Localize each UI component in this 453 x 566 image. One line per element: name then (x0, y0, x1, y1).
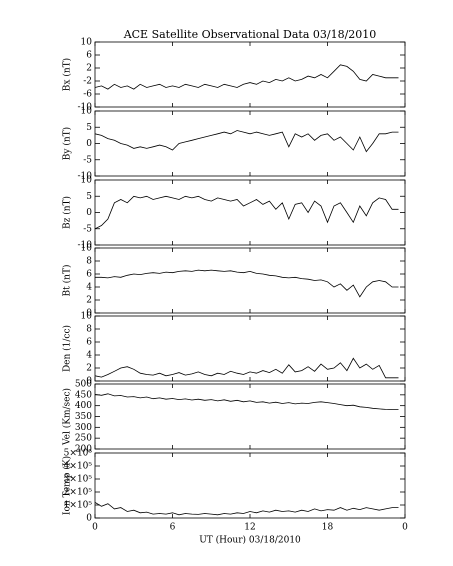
y-tick-label: 4 (86, 351, 92, 361)
y-tick-label: 4×10⁵ (64, 462, 93, 472)
y-tick-label: -5 (83, 224, 92, 234)
y-tick-label: -2 (83, 77, 92, 87)
data-line (94, 502, 399, 516)
chart-title: ACE Satellite Observational Data 03/18/2… (123, 28, 377, 41)
panel-frame (94, 383, 406, 450)
x-tick-label: 0 (402, 523, 408, 533)
data-line (94, 195, 399, 230)
panel-frame (94, 315, 406, 382)
y-tick-label: 0 (86, 377, 92, 387)
y-tick-label: 400 (75, 401, 92, 411)
y-tick-label: -10 (78, 241, 93, 251)
x-axis-label: UT (Hour) 03/18/2010 (199, 535, 301, 546)
y-tick-label: 250 (75, 434, 92, 444)
panel-frame (94, 110, 406, 177)
y-tick-label: 4 (86, 283, 92, 293)
y-tick-label: 0 (86, 139, 92, 149)
y-tick-label: 0 (86, 514, 92, 524)
x-tick-label: 12 (244, 523, 255, 533)
data-line (94, 393, 399, 411)
x-tick-label: 6 (170, 523, 176, 533)
x-tick-label: 0 (92, 523, 98, 533)
y-tick-label: 1×10⁵ (64, 501, 93, 511)
y-tick-label: 350 (75, 412, 92, 422)
panel-frame (94, 179, 406, 246)
y-axis-label: Bz (nT) (62, 196, 73, 229)
y-tick-label: 8 (86, 257, 92, 267)
y-tick-label: -10 (78, 172, 93, 182)
y-tick-label: 0 (86, 309, 92, 319)
y-axis-label: Vel (Km/sec) (62, 388, 73, 446)
y-tick-label: 10 (81, 107, 93, 117)
y-tick-label: 450 (75, 390, 92, 400)
y-tick-label: 8 (86, 325, 92, 335)
y-tick-label: 10 (81, 38, 93, 48)
panel-frame (94, 452, 406, 519)
x-tick-label: 18 (322, 523, 334, 533)
y-tick-label: 10 (81, 176, 93, 186)
y-tick-label: 10 (81, 244, 93, 254)
data-line (94, 64, 399, 90)
data-line (94, 357, 399, 379)
y-tick-label: 10 (81, 312, 93, 322)
y-tick-label: 6 (86, 338, 92, 348)
y-tick-label: 0 (86, 208, 92, 218)
y-tick-label: 200 (75, 445, 92, 455)
y-tick-label: 2 (86, 64, 92, 74)
y-axis-label: Bx (nT) (62, 58, 73, 91)
y-axis-label: By (nT) (62, 127, 73, 160)
panel-frame (94, 41, 406, 108)
y-tick-label: 500 (75, 380, 92, 390)
y-tick-label: 3×10⁵ (64, 475, 93, 485)
y-tick-label: 2 (86, 296, 92, 306)
y-axis-label: Ion Temp (K) (62, 456, 73, 515)
data-line (95, 269, 399, 298)
data-line (94, 130, 399, 153)
y-tick-label: 300 (75, 423, 92, 433)
y-axis-label: Den (1/cc) (62, 325, 73, 372)
y-tick-label: -10 (78, 103, 93, 113)
y-axis-label: Bt (nT) (62, 265, 73, 297)
y-tick-label: 2×10⁵ (64, 488, 93, 498)
y-tick-label: 2 (86, 364, 92, 374)
y-tick-label: -6 (83, 90, 92, 100)
y-tick-label: 6 (86, 270, 92, 280)
y-tick-label: -5 (83, 155, 92, 165)
y-tick-label: 5 (86, 192, 92, 202)
panel-frame (94, 247, 406, 314)
y-tick-label: 5×10⁵ (64, 449, 93, 459)
y-tick-label: 6 (86, 51, 92, 61)
y-tick-label: 5 (86, 123, 92, 133)
